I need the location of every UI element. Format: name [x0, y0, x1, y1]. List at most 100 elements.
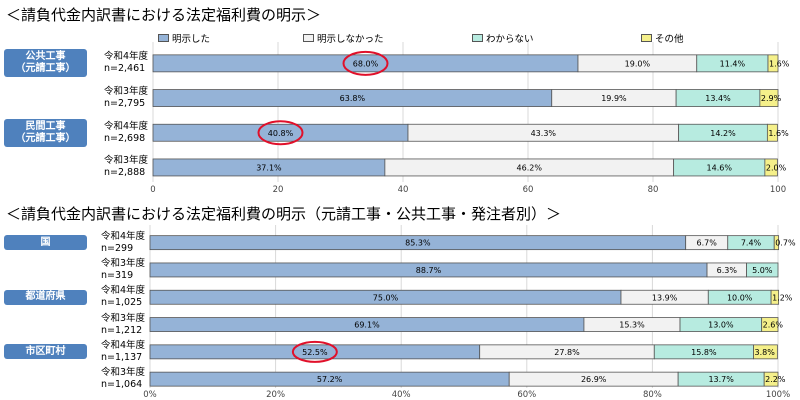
row-year: 令和3年度 [101, 312, 146, 324]
data-label-unknown: 13.0% [708, 321, 734, 330]
row-year: 令和3年度 [104, 155, 149, 167]
data-label-unknown: 7.4% [741, 239, 762, 248]
data-label-other: 1.6% [768, 129, 789, 138]
data-label-disclosed: 40.8% [268, 129, 294, 138]
x-tick-label: 100% [766, 390, 790, 400]
highlight-circle [257, 120, 304, 146]
data-label-disclosed: 88.7% [416, 266, 442, 275]
chart-title-top: ＜請負代金内訳書における法定福利費の明示＞ [6, 6, 322, 24]
x-tick-label: 0% [143, 390, 157, 400]
data-label-other: 2.0% [766, 163, 787, 172]
bar-segment-other [770, 289, 780, 305]
bar-segment-other [764, 158, 778, 177]
row-sample-size: n=2,698 [104, 132, 146, 144]
data-label-disclosed: 85.3% [405, 239, 431, 248]
data-label-unknown: 13.4% [705, 94, 731, 103]
x-tick-label: 20% [266, 390, 285, 400]
legend-label: 明示した [172, 34, 211, 45]
data-label-other: 0.7% [775, 239, 796, 248]
data-label-not-disclosed: 19.9% [601, 94, 627, 103]
bar-segment-other [761, 317, 779, 332]
data-label-not-disclosed: 27.8% [554, 348, 580, 357]
bar-segment-other [767, 54, 779, 73]
row-label: 令和4年度 n=1,025 [101, 285, 145, 309]
data-label-disclosed: 75.0% [373, 293, 399, 302]
legend-label: 明示しなかった [317, 34, 384, 45]
x-tick-label: 60 [523, 185, 534, 195]
data-label-disclosed: 69.1% [354, 321, 380, 330]
row-label: 令和4年度 n=2,461 [104, 51, 148, 75]
data-label-unknown: 11.4% [720, 59, 746, 68]
data-label-unknown: 14.6% [707, 163, 733, 172]
row-sample-size: n=1,137 [101, 351, 143, 363]
legend-item-not-disclosed: 明示しなかった [303, 31, 384, 45]
legend-swatch [641, 34, 652, 42]
data-label-disclosed: 37.1% [256, 163, 282, 172]
data-label-other: 2.9% [761, 94, 782, 103]
x-tick-label: 40 [398, 185, 409, 195]
x-tick-label: 80% [643, 390, 662, 400]
highlight-circle [342, 50, 389, 76]
row-label: 令和3年度 n=1,064 [101, 367, 145, 391]
legend-label: わからない [486, 34, 534, 45]
data-label-not-disclosed: 46.2% [517, 163, 543, 172]
row-sample-size: n=1,212 [101, 324, 143, 336]
group-label: 民間工事 （元請工事） [4, 118, 87, 147]
row-year: 令和4年度 [104, 51, 149, 63]
data-label-other: 2.6% [763, 321, 784, 330]
bar-segment-other [763, 371, 779, 387]
row-sample-size: n=1,025 [101, 297, 143, 309]
group-label: 国 [4, 235, 87, 251]
data-label-disclosed: 57.2% [317, 375, 343, 384]
data-label-not-disclosed: 15.3% [619, 321, 645, 330]
data-label-not-disclosed: 26.9% [581, 375, 607, 384]
row-label: 令和4年度 n=1,137 [101, 340, 145, 364]
data-label-not-disclosed: 6.3% [717, 266, 738, 275]
data-label-not-disclosed: 6.7% [697, 239, 718, 248]
row-label: 令和4年度 n=299 [101, 231, 145, 255]
row-label: 令和3年度 n=2,795 [104, 86, 148, 110]
row-sample-size: n=2,888 [104, 167, 146, 179]
row-sample-size: n=319 [101, 269, 134, 281]
highlight-circle [291, 340, 338, 363]
x-tick-label: 60% [517, 390, 536, 400]
row-year: 令和4年度 [101, 285, 146, 297]
row-year: 令和4年度 [104, 120, 149, 132]
legend-swatch [472, 34, 483, 42]
x-tick-label: 100 [770, 185, 786, 195]
group-label: 都道府県 [4, 289, 87, 305]
row-sample-size: n=2,795 [104, 98, 146, 110]
x-tick-label: 20 [273, 185, 284, 195]
row-label: 令和4年度 n=2,698 [104, 121, 148, 145]
data-label-unknown: 13.7% [708, 375, 734, 384]
data-label-other: 1.2% [772, 293, 793, 302]
bar-segment-other [753, 344, 778, 360]
data-label-unknown: 10.0% [727, 293, 753, 302]
group-label: 公共工事 （元請工事） [4, 49, 87, 78]
x-tick-label: 0 [150, 185, 155, 195]
data-label-other: 2.2% [765, 375, 786, 384]
row-label: 令和3年度 n=1,212 [101, 313, 145, 337]
row-label: 令和3年度 n=319 [101, 258, 145, 282]
bar-segment-other [759, 89, 779, 107]
data-label-other: 3.8% [755, 348, 776, 357]
data-label-disclosed: 52.5% [302, 348, 328, 357]
row-year: 令和3年度 [101, 257, 146, 269]
row-sample-size: n=1,064 [101, 379, 143, 391]
row-label: 令和3年度 n=2,888 [104, 155, 148, 179]
data-label-disclosed: 63.8% [340, 94, 366, 103]
legend-label: その他 [655, 34, 684, 45]
data-label-not-disclosed: 13.9% [652, 293, 678, 302]
bar-segment-other [773, 235, 780, 251]
legend-swatch [303, 34, 314, 42]
data-label-unknown: 14.2% [710, 129, 736, 138]
data-label-not-disclosed: 19.0% [625, 59, 651, 68]
row-year: 令和3年度 [104, 86, 149, 98]
row-sample-size: n=2,461 [104, 63, 146, 75]
x-tick-label: 40% [392, 390, 411, 400]
row-sample-size: n=299 [101, 242, 134, 254]
chart-title-bottom: ＜請負代金内訳書における法定福利費の明示（元請工事・公共工事・発注者別）＞ [6, 205, 562, 223]
data-label-unknown: 5.0% [752, 266, 773, 275]
